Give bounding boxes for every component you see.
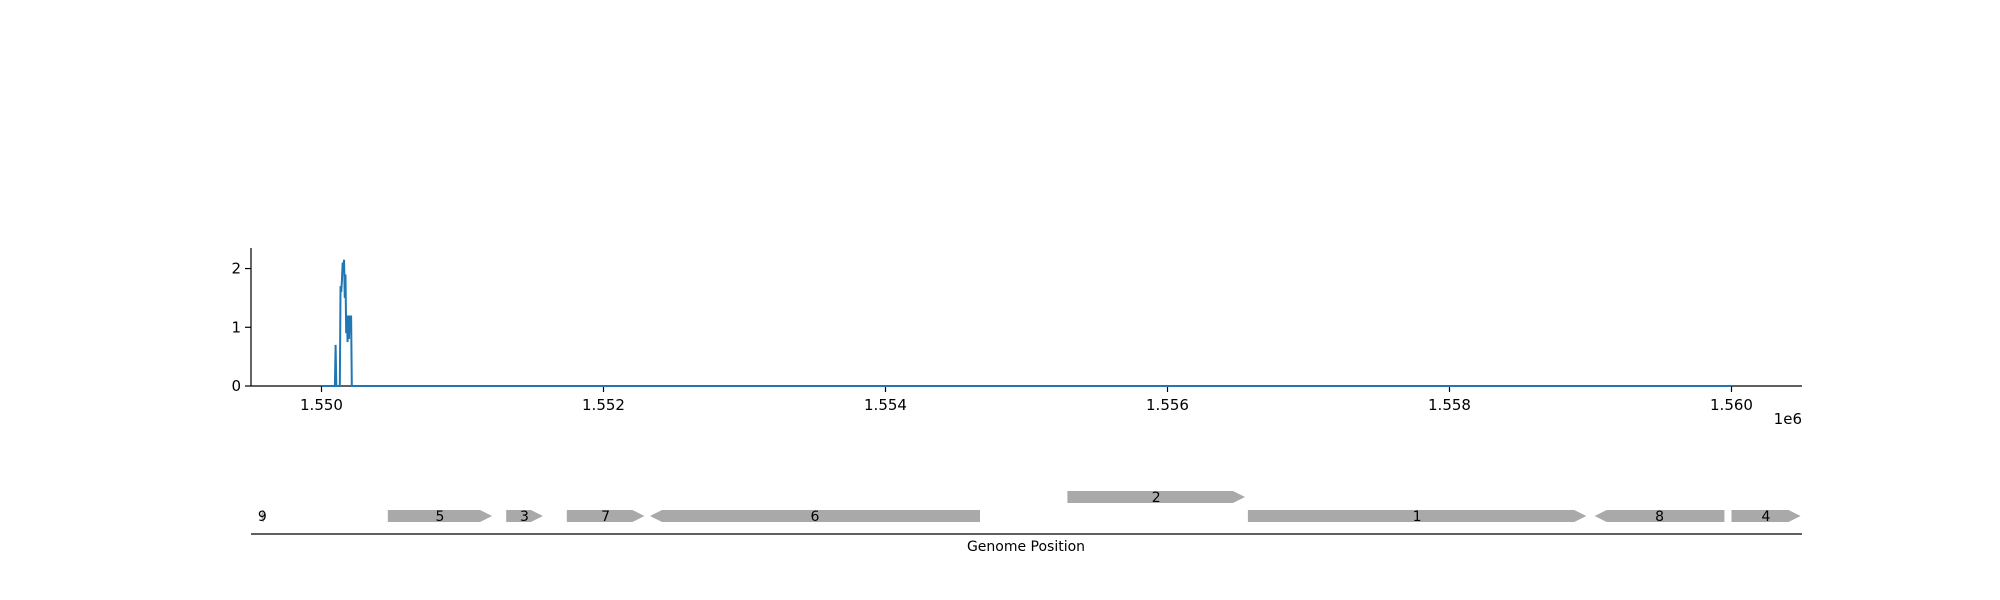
coverage-y-ticks: 0 1 2 — [231, 260, 251, 395]
gene-track: 9 5 3 7 6 2 1 8 4 Genome Position — [251, 490, 1802, 555]
gene-arrow — [1731, 510, 1801, 522]
y-tick-label: 0 — [231, 377, 241, 395]
coverage-plot: 0 1 2 1.550 1.552 1.554 1.556 1.558 1.560 1e6 — [231, 248, 1802, 428]
gene-feature: 8 — [1594, 509, 1725, 525]
gene-arrow — [260, 510, 264, 522]
gene-label: 7 — [601, 509, 610, 525]
x-tick-label: 1.550 — [300, 396, 343, 414]
x-tick-label: 1.554 — [864, 396, 907, 414]
x-tick-label: 1.556 — [1146, 396, 1189, 414]
gene-label: 5 — [435, 509, 444, 525]
x-tick-label: 1.552 — [582, 396, 625, 414]
x-offset-text: 1e6 — [1774, 410, 1802, 428]
gene-arrow — [650, 510, 980, 522]
gene-label: 9 — [258, 509, 267, 525]
x-tick-label: 1.560 — [1710, 396, 1753, 414]
gene-feature: 1 — [1247, 509, 1587, 525]
gene-arrow — [387, 510, 493, 522]
gene-feature: 2 — [1067, 490, 1245, 506]
gene-feature: 4 — [1731, 509, 1801, 525]
gene-label: 1 — [1413, 509, 1422, 525]
gene-features: 9 5 3 7 6 2 1 8 4 — [258, 490, 1801, 525]
gene-label: 4 — [1762, 509, 1771, 525]
gene-label: 6 — [811, 509, 820, 525]
gene-feature: 7 — [566, 509, 645, 525]
coverage-x-ticks: 1.550 1.552 1.554 1.556 1.558 1.560 — [300, 386, 1753, 414]
gene-feature: 9 — [258, 509, 267, 525]
gene-arrow — [1067, 491, 1245, 503]
gene-feature: 3 — [506, 509, 543, 525]
gene-feature: 6 — [650, 509, 980, 525]
y-tick-label: 2 — [231, 260, 241, 278]
gene-arrow — [1594, 510, 1725, 522]
gene-arrow — [1247, 510, 1587, 522]
y-tick-label: 1 — [231, 318, 241, 336]
gene-label: 2 — [1152, 490, 1161, 506]
gene-feature: 5 — [387, 509, 493, 525]
coverage-line — [321, 259, 1732, 387]
gene-track-xlabel: Genome Position — [967, 539, 1085, 555]
gene-arrow — [506, 510, 543, 522]
x-tick-label: 1.558 — [1428, 396, 1471, 414]
gene-arrow — [566, 510, 645, 522]
gene-label: 8 — [1655, 509, 1664, 525]
gene-label: 3 — [520, 509, 529, 525]
